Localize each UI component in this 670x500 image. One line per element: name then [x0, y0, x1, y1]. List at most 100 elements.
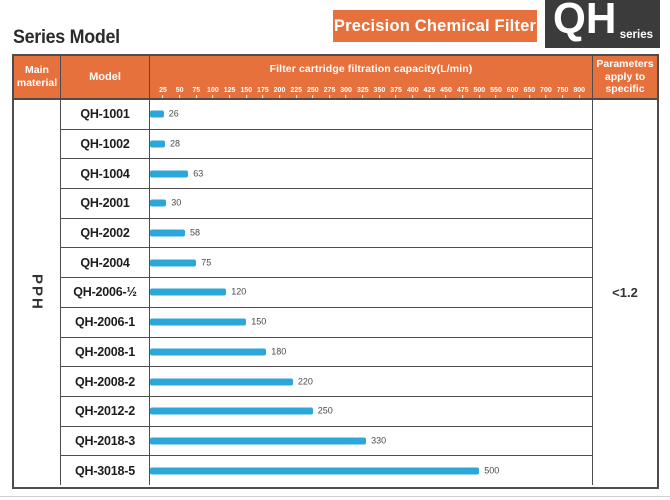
capacity-value: 30 — [171, 197, 182, 208]
axis-tick-mark — [512, 95, 514, 98]
axis-tick-mark — [162, 95, 164, 98]
capacity-value: 250 — [317, 405, 333, 416]
table-row: QH-2012-2 250 — [61, 396, 592, 427]
axis-tick-label: 450 — [440, 87, 452, 94]
axis-tick-mark — [412, 95, 414, 98]
series-logo-text: QH — [553, 0, 617, 43]
capacity-value: 28 — [170, 138, 181, 149]
model-cell: QH-1004 — [61, 159, 150, 189]
axis-tick-label: 600 — [506, 87, 519, 94]
series-logo: QH series — [545, 0, 660, 48]
model-cell: QH-2006-1 — [61, 307, 150, 337]
page-bottom-edge — [0, 496, 670, 497]
capacity-cell: 30 — [150, 189, 592, 218]
main-material-label: PPH — [28, 274, 46, 311]
axis-tick-mark — [279, 95, 280, 98]
axis-tick-label: 200 — [273, 87, 286, 94]
axis-tick-mark — [395, 95, 397, 98]
header-cell-capacity: Filter cartridge filtration capacity(L/m… — [150, 56, 593, 98]
main-material-cell: PPH — [14, 100, 61, 485]
capacity-cell: 330 — [150, 427, 592, 456]
model-cell: QH-1002 — [61, 129, 150, 159]
axis-tick-mark — [345, 95, 347, 98]
capacity-bar — [150, 318, 247, 326]
table-rows: QH-1001 26 QH-1002 28 QH-1004 63 QH-2001 30 QH-2… — [61, 100, 593, 485]
capacity-value: 330 — [371, 435, 387, 446]
parameter-value: <1.2 — [612, 285, 638, 300]
capacity-axis-ticks: 25 50 75 100 125 150 175 200 225 250 275 300 325 350 3… — [150, 84, 592, 98]
header-cell-model: Model — [61, 56, 150, 98]
axis-tick: 225 — [290, 87, 302, 98]
axis-tick-label: 25 — [159, 87, 167, 94]
axis-tick-mark — [545, 95, 547, 98]
capacity-axis-title: Filter cartridge filtration capacity(L/m… — [269, 63, 473, 75]
axis-tick-label: 375 — [390, 87, 402, 94]
table-row: QH-1004 63 — [61, 159, 592, 190]
axis-tick: 700 — [540, 87, 552, 98]
capacity-value: 63 — [193, 168, 204, 179]
axis-tick: 550 — [490, 87, 502, 98]
axis-tick-mark — [212, 95, 214, 98]
model-cell: QH-2008-2 — [61, 367, 150, 396]
axis-tick-mark — [295, 95, 297, 98]
capacity-value: 120 — [231, 286, 247, 297]
table-row: QH-2004 75 — [61, 248, 592, 279]
table-row: QH-3018-5 500 — [61, 456, 592, 485]
model-cell: QH-2006-½ — [61, 278, 150, 307]
axis-tick-mark — [262, 95, 264, 98]
capacity-bar — [150, 378, 293, 386]
model-cell: QH-2001 — [61, 189, 150, 218]
capacity-cell: 63 — [150, 159, 592, 188]
table-row: QH-1001 26 — [61, 100, 592, 130]
axis-tick-mark — [462, 95, 464, 98]
axis-tick-mark — [428, 95, 430, 98]
capacity-cell: 220 — [150, 367, 592, 396]
axis-tick: 25 — [159, 87, 167, 98]
axis-tick-label: 500 — [473, 87, 486, 94]
model-cell: QH-3018-5 — [61, 456, 150, 485]
capacity-value: 58 — [190, 227, 201, 238]
axis-tick-label: 275 — [323, 87, 336, 94]
axis-tick: 425 — [424, 87, 435, 98]
axis-tick-mark — [362, 95, 364, 98]
table-row: QH-2008-1 180 — [61, 337, 592, 368]
axis-tick: 325 — [357, 87, 369, 98]
capacity-bar — [150, 170, 189, 178]
axis-tick-label: 800 — [573, 87, 586, 94]
axis-tick-label: 550 — [490, 87, 502, 94]
axis-tick-label: 350 — [373, 87, 386, 94]
capacity-cell: 26 — [150, 100, 592, 129]
parameter-cell: <1.2 — [593, 100, 657, 485]
table-body: PPH QH-1001 26 QH-1002 28 QH-1004 63 QH-2001 30… — [14, 100, 657, 485]
capacity-bar — [150, 229, 185, 237]
series-model-table: Main material Model Filter cartridge fil… — [12, 54, 659, 489]
axis-tick: 200 — [273, 87, 286, 98]
axis-tick-label: 300 — [340, 87, 352, 94]
model-cell: QH-2012-2 — [61, 396, 150, 426]
axis-tick-mark — [445, 95, 447, 98]
axis-tick-label: 150 — [240, 87, 253, 94]
table-row: QH-1002 28 — [61, 129, 592, 160]
axis-tick-label: 175 — [257, 87, 269, 94]
axis-tick: 175 — [257, 87, 269, 98]
table-row: QH-2006-½ 120 — [61, 278, 592, 308]
axis-tick-label: 325 — [356, 87, 369, 94]
axis-tick-label: 475 — [456, 87, 469, 94]
axis-tick: 500 — [473, 87, 485, 98]
page-title: Series Model — [13, 27, 120, 48]
axis-tick: 475 — [457, 87, 469, 98]
capacity-cell: 180 — [150, 338, 592, 367]
capacity-cell: 58 — [150, 219, 592, 248]
table-row: QH-2002 58 — [61, 218, 592, 249]
axis-tick-mark — [229, 95, 231, 98]
product-badge: Precision Chemical Filter — [333, 10, 537, 42]
axis-tick-label: 225 — [290, 87, 303, 94]
model-cell: QH-1001 — [61, 100, 150, 129]
axis-tick: 350 — [373, 87, 386, 98]
axis-tick-label: 650 — [523, 87, 536, 94]
axis-tick: 300 — [340, 87, 352, 98]
table-row: QH-2006-1 150 — [61, 307, 592, 338]
axis-tick-mark — [528, 95, 530, 98]
header-cell-parameters: Parameters apply to specific — [596, 58, 654, 96]
axis-tick-label: 100 — [207, 87, 219, 94]
